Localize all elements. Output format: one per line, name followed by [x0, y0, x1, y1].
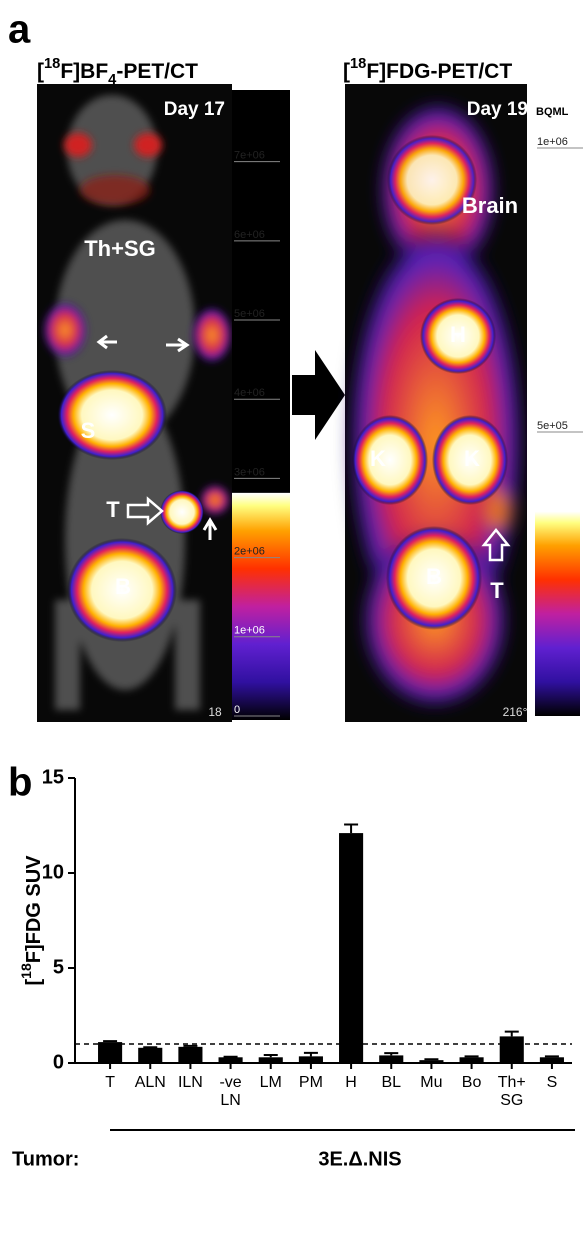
error-bar	[544, 1055, 559, 1058]
error-bar	[424, 1058, 439, 1061]
y-axis-label: [18F]FDG SUV	[18, 855, 46, 986]
image-annotation: T	[106, 497, 120, 522]
image-annotation: S	[81, 418, 96, 443]
bar	[499, 1036, 524, 1063]
image-annotation: T	[490, 578, 504, 603]
pet-image-left	[37, 84, 232, 722]
x-tick-label: LM	[260, 1074, 282, 1091]
arrow	[292, 350, 345, 440]
colorbar-tick-label: 7e+06	[234, 150, 265, 162]
image-annotation: Brain	[462, 193, 518, 218]
bar	[419, 1060, 444, 1063]
x-tick-label: BL	[381, 1074, 401, 1091]
panel-label: b	[8, 761, 32, 805]
corner-label: 216°	[503, 705, 528, 719]
x-tick-label: ILN	[178, 1074, 203, 1091]
error-bar	[464, 1055, 479, 1058]
colorbar-tick-label: 2e+06	[234, 546, 265, 558]
text-part: 4	[108, 72, 117, 88]
colorbar-left	[232, 90, 290, 720]
y-tick-label: 10	[42, 861, 64, 883]
text-part: [	[37, 60, 44, 83]
unit-label: BQML	[536, 106, 569, 118]
bar	[459, 1057, 484, 1063]
day-label: Day 19	[467, 99, 528, 120]
text-part: 18	[350, 56, 366, 72]
error-bar	[263, 1054, 278, 1058]
colorbar-tick-label: 4e+06	[234, 387, 265, 399]
x-tick-label: -ve LN	[219, 1074, 241, 1109]
bar	[98, 1042, 123, 1063]
y-tick-label: 0	[53, 1051, 64, 1073]
colorbar-tick-label: 6e+06	[234, 229, 265, 241]
text-part: 18	[18, 963, 34, 979]
image-annotation: B	[115, 574, 131, 599]
text-part: [	[343, 60, 350, 83]
group-label: Tumor:	[12, 1148, 79, 1170]
error-bar	[183, 1044, 198, 1047]
day-label: Day 17	[164, 99, 225, 120]
error-bar	[223, 1055, 238, 1058]
bar	[178, 1046, 203, 1063]
colorbar-tick-label: 1e+06	[234, 625, 265, 637]
group-name: 3E.Δ.NIS	[318, 1148, 401, 1170]
y-tick-label: 15	[42, 766, 64, 788]
error-bar	[103, 1040, 118, 1043]
image-title: [18F]FDG-PET/CT	[343, 56, 512, 83]
error-bar	[504, 1030, 519, 1037]
bar	[218, 1057, 243, 1063]
error-bar	[143, 1046, 158, 1049]
x-tick-label: ALN	[135, 1074, 166, 1091]
colorbar-tick-label: 0	[234, 704, 240, 716]
unit-label: BQML	[237, 106, 270, 118]
colorbar-tick-label: 5e+05	[537, 420, 568, 432]
bar	[339, 833, 364, 1063]
x-tick-label: Mu	[420, 1074, 442, 1091]
x-tick-label: T	[105, 1074, 115, 1091]
image-annotation: K	[464, 446, 480, 471]
text-part: -PET/CT	[116, 60, 198, 83]
x-tick-label: Bo	[462, 1074, 482, 1091]
x-tick-label: Th+ SG	[498, 1074, 526, 1109]
image-annotation: B	[426, 564, 442, 589]
bar	[258, 1057, 283, 1063]
text-part: 18	[44, 56, 60, 72]
colorbar-tick-label: 3e+06	[234, 466, 265, 478]
pet-image-right	[345, 84, 527, 722]
text-part: F]FDG SUV	[23, 855, 45, 963]
x-tick-label: S	[547, 1074, 558, 1091]
bar	[138, 1047, 163, 1063]
bar	[298, 1056, 323, 1063]
error-bar	[384, 1052, 399, 1056]
colorbar-tick-label: 5e+06	[234, 308, 265, 320]
bar	[379, 1055, 404, 1063]
x-tick-label: H	[345, 1074, 357, 1091]
corner-label: 18	[208, 705, 222, 719]
error-bar	[344, 823, 359, 834]
panel-label: a	[8, 8, 31, 52]
text-part: F]BF	[60, 60, 108, 83]
bar	[539, 1057, 564, 1063]
image-annotation: Th+SG	[84, 236, 156, 261]
error-bar	[303, 1051, 318, 1057]
image-annotation: K	[370, 446, 386, 471]
text-part: F]FDG-PET/CT	[366, 60, 512, 83]
text-part: [	[23, 979, 45, 986]
image-title: [18F]BF4-PET/CT	[37, 56, 198, 88]
image-annotation: H	[450, 322, 466, 347]
y-tick-label: 5	[53, 956, 64, 978]
x-tick-label: PM	[299, 1074, 323, 1091]
colorbar-tick-label: 1e+06	[537, 136, 568, 148]
